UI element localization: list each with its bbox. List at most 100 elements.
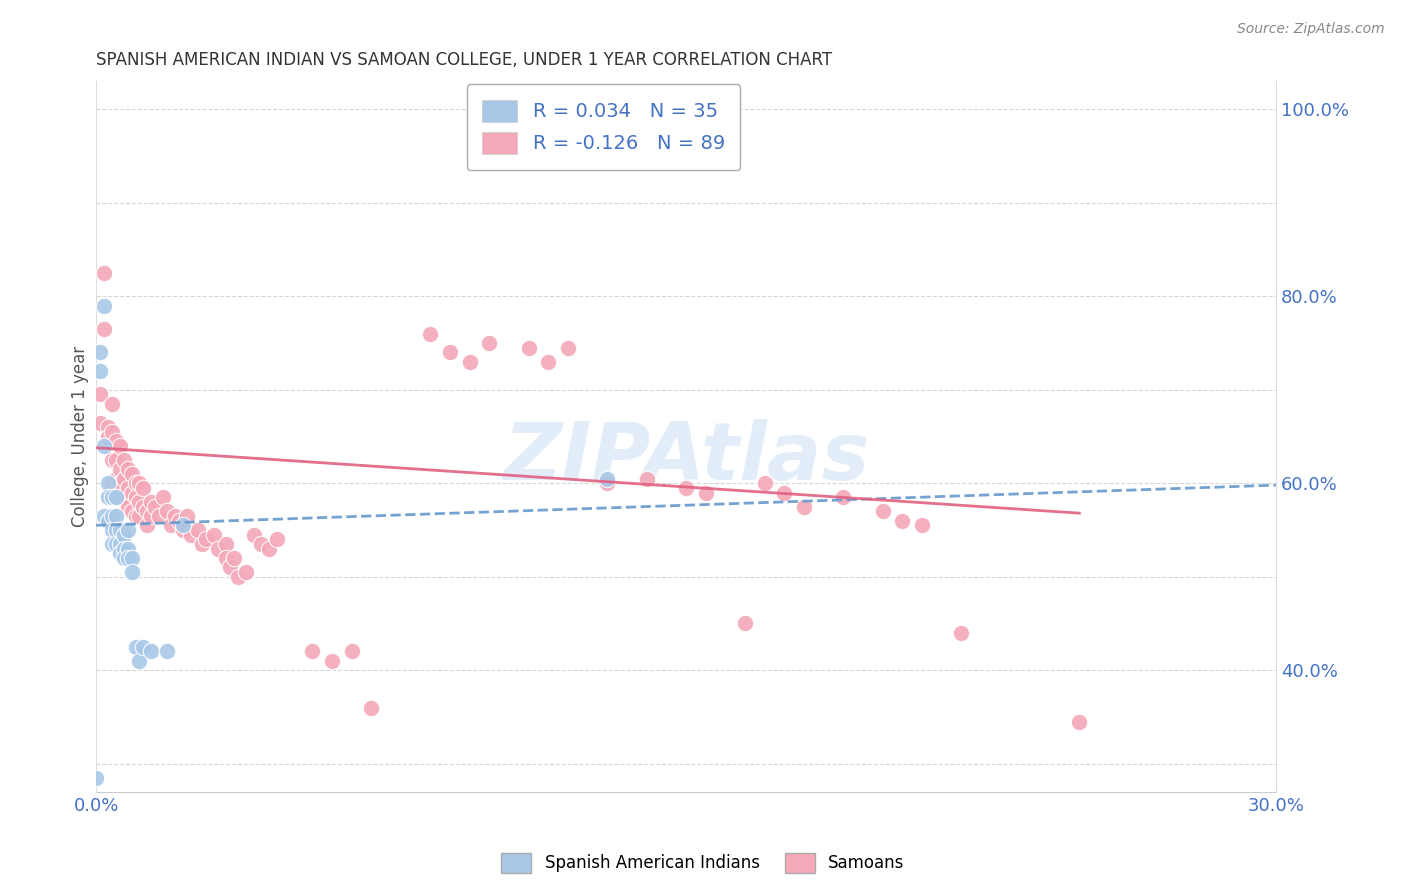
Point <box>108 537 131 551</box>
Legend: R = 0.034   N = 35, R = -0.126   N = 89: R = 0.034 N = 35, R = -0.126 N = 89 <box>467 84 741 169</box>
Point <box>124 490 146 504</box>
Point <box>93 439 115 453</box>
Point <box>108 523 131 537</box>
Y-axis label: College, Under 1 year: College, Under 1 year <box>72 346 89 527</box>
Point <box>128 654 150 668</box>
Point <box>117 481 139 495</box>
Point <box>207 541 229 556</box>
Point <box>734 616 756 631</box>
Point <box>89 364 111 378</box>
Point <box>104 537 127 551</box>
Point <box>1069 714 1091 729</box>
Point <box>101 537 124 551</box>
Point <box>191 537 214 551</box>
Point <box>360 700 382 714</box>
Point <box>132 481 155 495</box>
Point <box>112 472 135 486</box>
Point <box>478 336 501 351</box>
Point <box>950 625 973 640</box>
Point <box>117 551 139 566</box>
Point <box>124 476 146 491</box>
Point <box>93 322 115 336</box>
Point <box>132 640 155 654</box>
Point <box>112 453 135 467</box>
Point <box>143 500 166 514</box>
Point <box>222 551 245 566</box>
Point <box>112 527 135 541</box>
Point <box>156 644 179 658</box>
Point <box>340 644 363 658</box>
Point <box>108 462 131 476</box>
Text: Source: ZipAtlas.com: Source: ZipAtlas.com <box>1237 22 1385 37</box>
Point <box>132 500 155 514</box>
Point <box>128 495 150 509</box>
Point <box>124 508 146 523</box>
Point <box>176 508 198 523</box>
Point <box>596 472 619 486</box>
Point <box>108 546 131 560</box>
Point <box>117 500 139 514</box>
Point <box>97 514 120 528</box>
Point <box>97 420 120 434</box>
Point <box>872 504 894 518</box>
Point <box>121 467 143 481</box>
Point <box>911 518 934 533</box>
Point <box>257 541 280 556</box>
Point <box>121 504 143 518</box>
Point <box>152 490 174 504</box>
Point <box>537 355 560 369</box>
Point <box>93 266 115 280</box>
Point <box>226 570 249 584</box>
Point <box>891 514 914 528</box>
Point <box>242 527 264 541</box>
Point <box>101 476 124 491</box>
Point <box>675 481 697 495</box>
Point <box>439 345 461 359</box>
Point <box>172 518 194 533</box>
Point <box>156 504 179 518</box>
Point <box>104 523 127 537</box>
Point <box>321 654 343 668</box>
Point <box>141 644 163 658</box>
Point <box>101 425 124 439</box>
Point <box>458 355 481 369</box>
Point <box>97 429 120 443</box>
Point <box>773 485 796 500</box>
Point <box>187 523 209 537</box>
Point <box>793 500 815 514</box>
Point <box>167 514 190 528</box>
Point <box>195 533 218 547</box>
Point <box>108 439 131 453</box>
Point <box>301 644 323 658</box>
Point <box>215 537 238 551</box>
Point <box>101 397 124 411</box>
Point <box>202 527 225 541</box>
Point <box>89 387 111 401</box>
Point <box>101 490 124 504</box>
Point <box>160 518 183 533</box>
Point <box>124 640 146 654</box>
Point <box>517 341 540 355</box>
Point <box>104 490 127 504</box>
Point <box>101 508 124 523</box>
Point <box>93 508 115 523</box>
Point <box>136 518 159 533</box>
Text: SPANISH AMERICAN INDIAN VS SAMOAN COLLEGE, UNDER 1 YEAR CORRELATION CHART: SPANISH AMERICAN INDIAN VS SAMOAN COLLEG… <box>96 51 832 69</box>
Point <box>148 508 170 523</box>
Point <box>172 523 194 537</box>
Point <box>97 476 120 491</box>
Point <box>89 345 111 359</box>
Point <box>136 504 159 518</box>
Point <box>419 326 441 341</box>
Point <box>104 508 127 523</box>
Point <box>557 341 579 355</box>
Legend: Spanish American Indians, Samoans: Spanish American Indians, Samoans <box>495 847 911 880</box>
Point <box>112 490 135 504</box>
Point <box>104 472 127 486</box>
Point <box>215 551 238 566</box>
Point <box>117 523 139 537</box>
Point <box>163 508 186 523</box>
Point <box>84 771 107 785</box>
Point <box>235 565 257 579</box>
Text: ZIPAtlas: ZIPAtlas <box>503 419 869 497</box>
